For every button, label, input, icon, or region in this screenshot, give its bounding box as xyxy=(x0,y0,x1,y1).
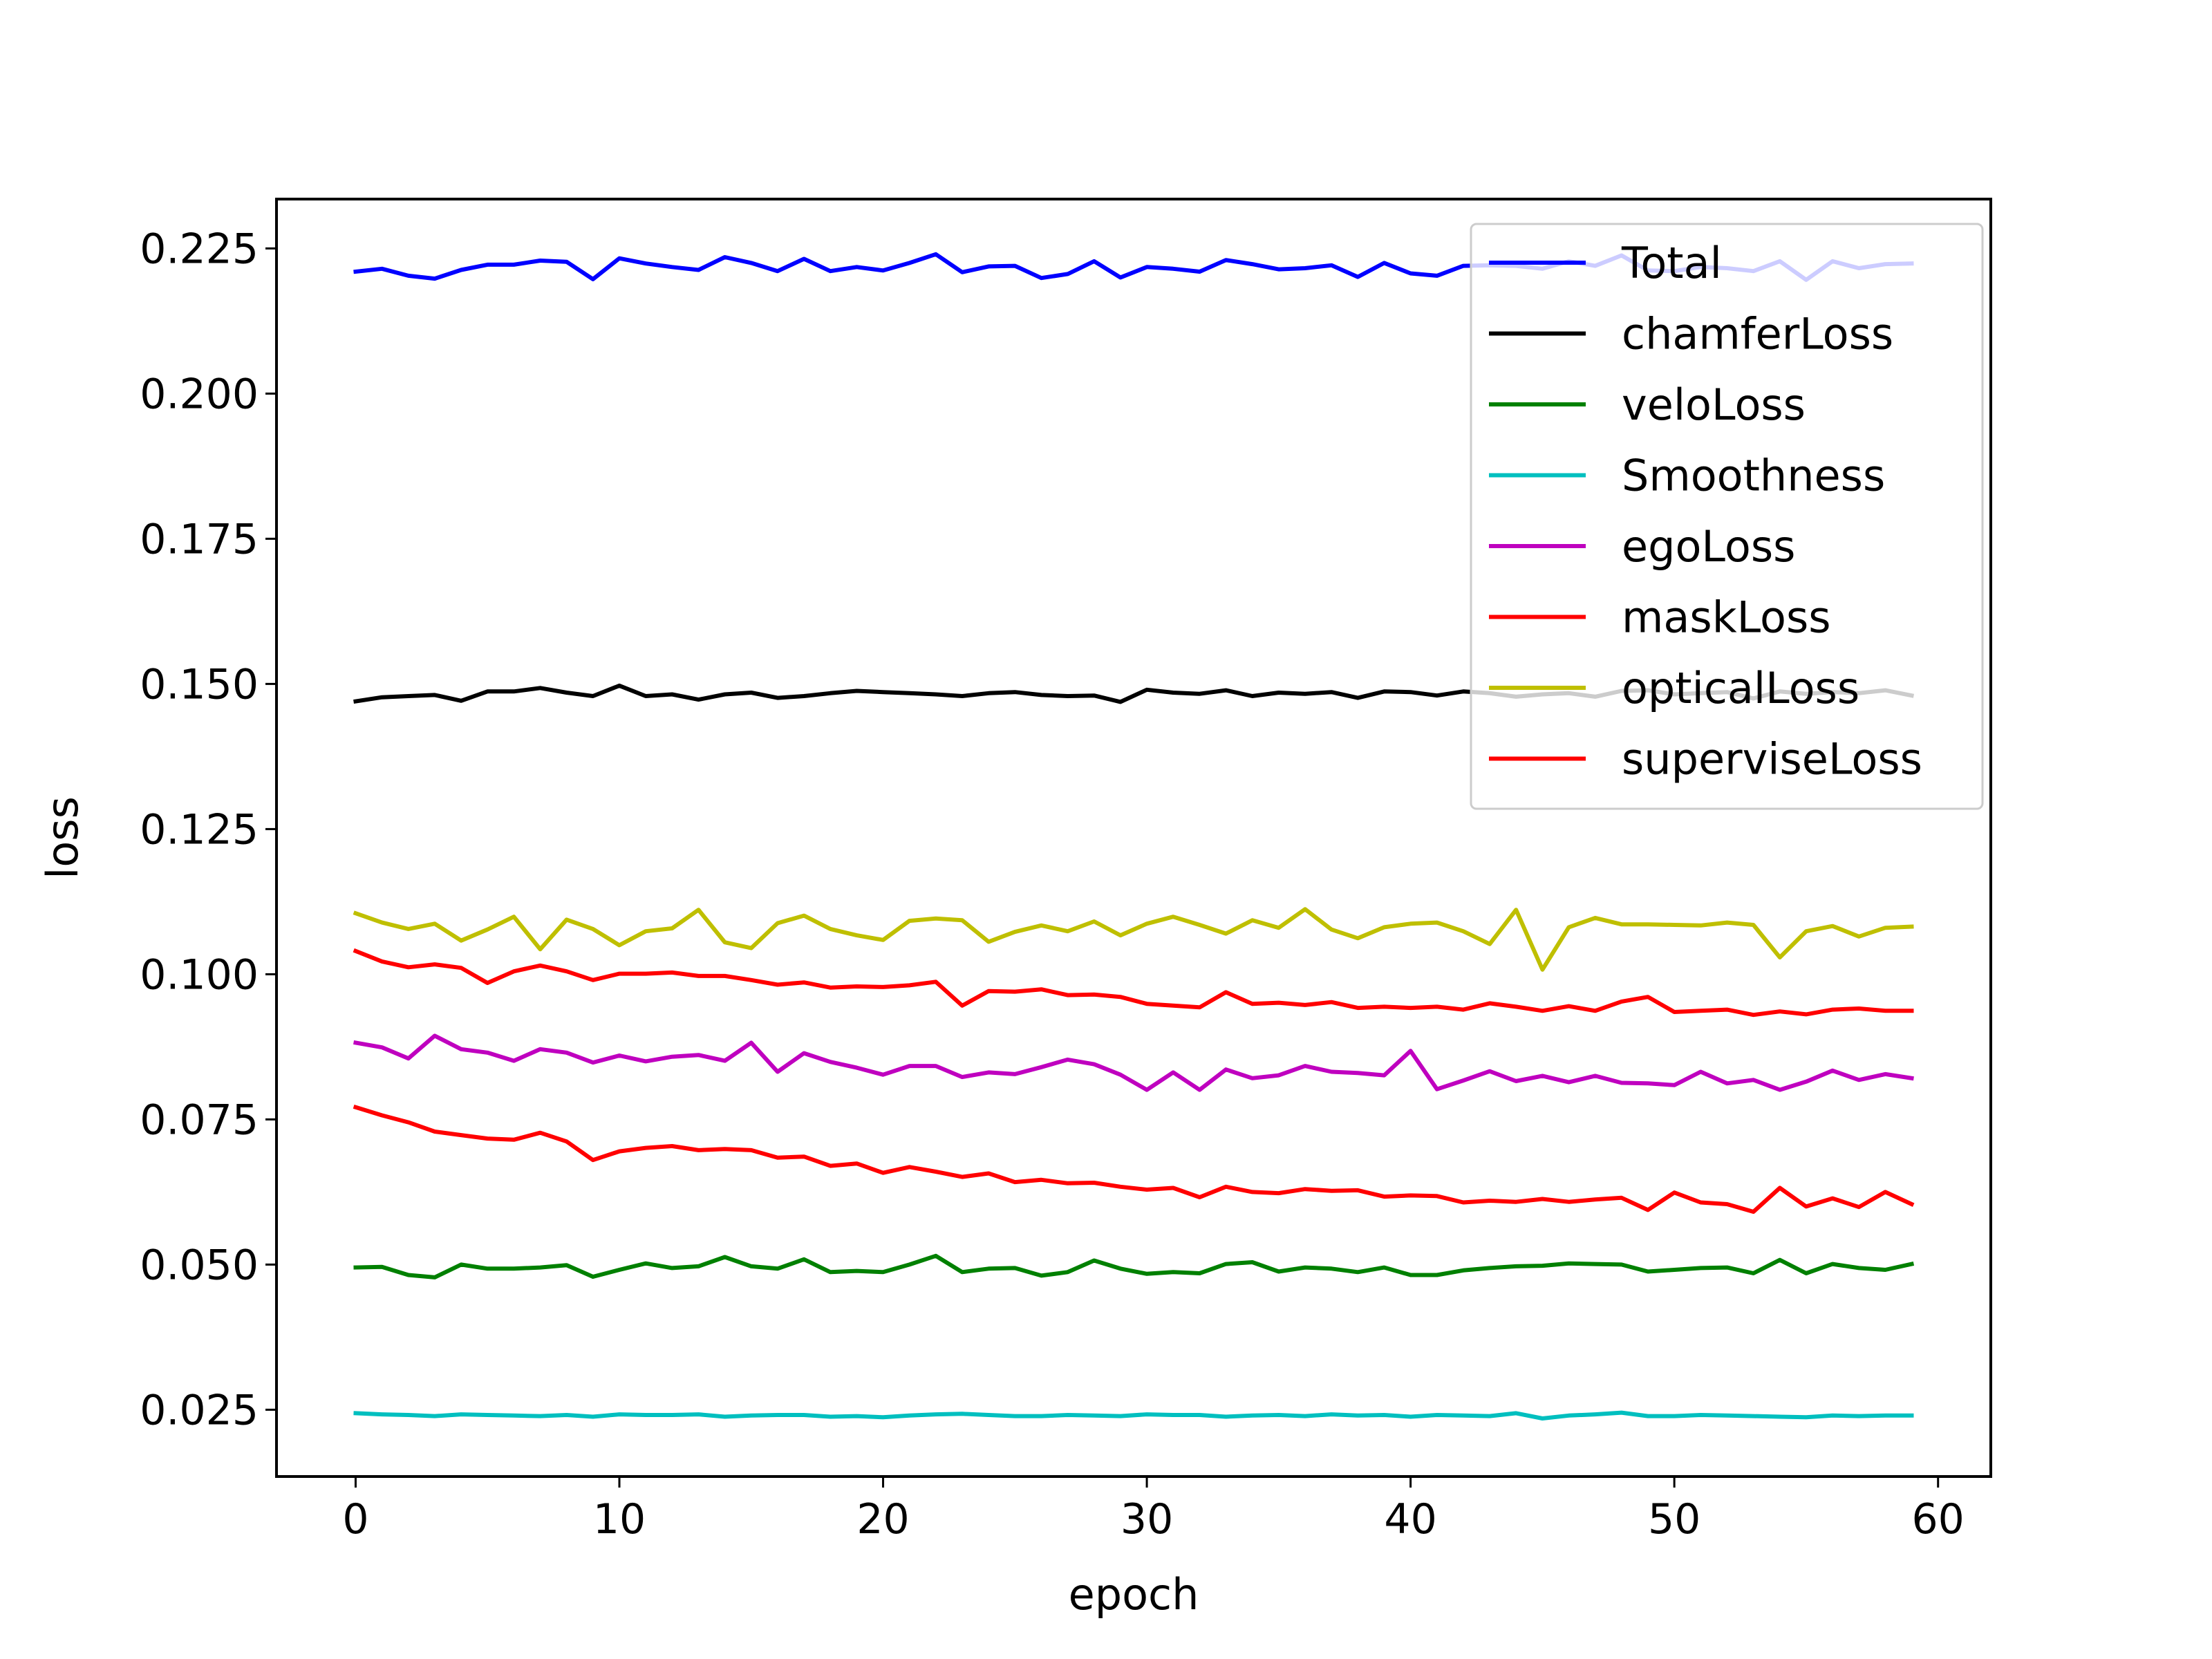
y-tick-label: 0.025 xyxy=(140,1386,259,1434)
y-axis-label: loss xyxy=(37,796,88,879)
legend-label: Smoothness xyxy=(1622,451,1885,501)
legend-item-opticalLoss: opticalLoss xyxy=(1489,663,1859,713)
x-axis-label: epoch xyxy=(1069,1569,1199,1620)
series-line-Smoothness xyxy=(353,1410,1914,1421)
y-axis: 0.025 0.050 0.075 0.100 0.125 0.150 0.175 0.200… xyxy=(140,225,276,1434)
x-tick-label: 50 xyxy=(1648,1495,1700,1544)
y-tick-label: 0.225 xyxy=(140,225,259,273)
series-line-veloLoss xyxy=(353,1253,1915,1280)
legend-label: maskLoss xyxy=(1622,592,1831,643)
x-tick-label: 10 xyxy=(593,1495,646,1544)
legend-item-chamferLoss: chamferLoss xyxy=(1489,309,1893,359)
series-line-opticalLoss xyxy=(353,907,1914,972)
x-tick-label: 60 xyxy=(1912,1495,1965,1544)
series-line-superviseLoss xyxy=(353,1105,1915,1214)
x-tick-label: 40 xyxy=(1384,1495,1436,1544)
legend-label: opticalLoss xyxy=(1622,663,1859,713)
x-tick-label: 20 xyxy=(856,1495,909,1544)
legend: Total chamferLoss veloLoss Smoothness egoLos… xyxy=(1470,223,1984,810)
x-tick-label: 0 xyxy=(342,1495,368,1544)
series-line-maskLoss xyxy=(353,948,1914,1018)
series-layer xyxy=(353,252,1915,1421)
legend-item-maskLoss: maskLoss xyxy=(1489,592,1831,643)
legend-label: superviseLoss xyxy=(1622,734,1922,785)
legend-label: egoLoss xyxy=(1622,521,1795,572)
y-tick-label: 0.125 xyxy=(140,805,259,854)
legend-item-veloLoss: veloLoss xyxy=(1489,379,1806,430)
y-tick-label: 0.200 xyxy=(140,370,259,418)
legend-item-superviseLoss: superviseLoss xyxy=(1489,734,1922,785)
legend-item-Total: Total xyxy=(1489,238,1722,288)
series-line-egoLoss xyxy=(353,1033,1914,1092)
y-tick-label: 0.075 xyxy=(140,1096,259,1144)
y-tick-label: 0.100 xyxy=(140,950,259,999)
legend-label: chamferLoss xyxy=(1622,309,1893,359)
plot-frame xyxy=(275,198,1992,1478)
legend-box xyxy=(1470,223,1984,810)
legend-label: veloLoss xyxy=(1622,379,1806,430)
y-tick-label: 0.175 xyxy=(140,515,259,563)
legend-item-Smoothness: Smoothness xyxy=(1489,451,1885,501)
x-tick-label: 30 xyxy=(1121,1495,1173,1544)
legend-item-egoLoss: egoLoss xyxy=(1489,521,1795,572)
y-tick-label: 0.150 xyxy=(140,660,259,709)
y-tick-label: 0.050 xyxy=(140,1241,259,1289)
legend-label: Total xyxy=(1621,238,1722,288)
x-axis: 0 10 20 30 40 50 60 xyxy=(342,1477,1965,1544)
